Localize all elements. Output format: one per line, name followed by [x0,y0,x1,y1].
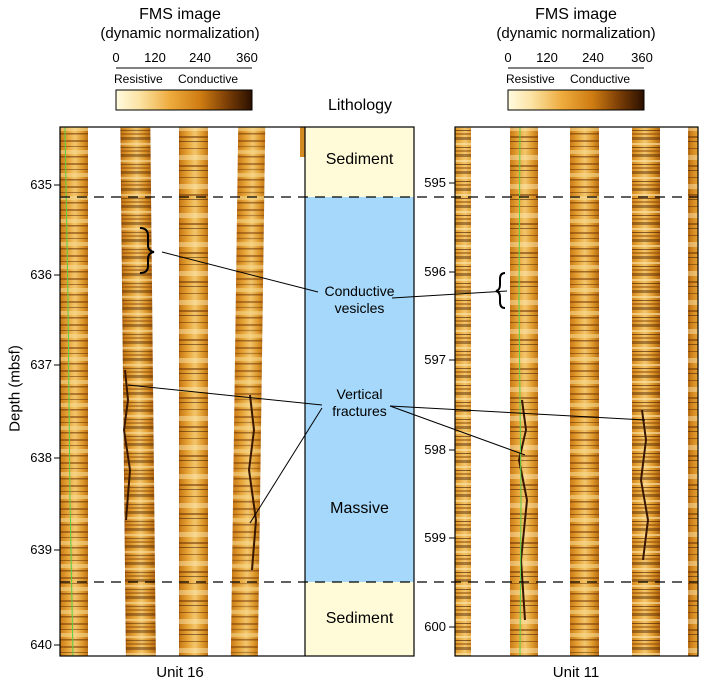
lithology-massive-label: Massive [330,500,389,517]
left-header-subtitle: (dynamic normalization) [100,25,260,42]
right-scale-conductive-label: Conductive [570,72,631,86]
lithology-massive [305,197,414,582]
left-scale-tick-0: 0 [112,50,120,65]
lithology-sediment-bottom [305,582,414,656]
right-panel-frame [454,126,699,657]
left-depth-label: 638 [30,450,52,465]
right-vesicle-bracket [495,272,506,309]
left-depth-label: 639 [30,542,52,557]
right-depth-label: 599 [424,530,446,545]
left-depth-axis [54,184,60,646]
left-depth-label: 635 [30,177,52,192]
left-scale-conductive-label: Conductive [178,72,239,86]
left-scale-resistive-label: Resistive [114,72,163,86]
fms-axis-trace [64,126,74,657]
lithology-sediment-top [305,127,414,197]
left-color-scale [115,89,253,111]
fms-strip [688,127,698,656]
lithology-title: Lithology [327,97,393,114]
fms-strip-edge [300,127,305,157]
right-scale-tick-120: 120 [536,50,558,65]
lithology-sediment-top-label: Sediment [325,151,394,168]
left-scale-tick-120: 120 [144,50,166,65]
vertical-fractures-label-line1: Vertical [336,386,383,402]
left-panel-frame [59,126,415,657]
right-panel-label: Unit 11 [552,664,600,681]
fracture-trace [517,399,529,621]
left-depth-label: 640 [30,637,52,652]
right-scale-resistive-label: Resistive [506,72,555,86]
right-header-subtitle: (dynamic normalization) [496,25,656,42]
left-scale-tick-240: 240 [189,50,211,65]
fracture-trace [247,394,258,571]
right-depth-label: 600 [424,619,446,634]
conductive-vesicles-label-line1: Conductive [324,283,395,299]
left-scale-tick-360: 360 [236,50,258,65]
left-depth-label: 637 [30,357,52,372]
right-depth-label: 597 [424,352,446,367]
right-scale-tick-360: 360 [631,50,653,65]
vertical-fractures-label-line2: fractures [332,403,387,419]
left-fms-panel [60,126,305,657]
right-depth-label: 595 [424,175,446,190]
fms-axis-trace [518,126,522,657]
fracture-trace [122,369,132,521]
fms-strip [510,127,538,656]
leader-lines [127,251,646,524]
y-axis-label: Depth (mbsf) [6,345,24,432]
lithology-column [305,127,414,656]
right-header-title: FMS image [535,6,617,23]
fms-strip [230,127,266,656]
left-header-title: FMS image [139,6,221,23]
fms-strip [632,127,660,656]
right-color-scale [507,89,645,111]
left-depth-label: 636 [30,267,52,282]
right-fms-panel [455,126,698,657]
right-depth-label: 596 [424,264,446,279]
left-panel-label: Unit 16 [156,664,204,681]
fms-strip [120,127,156,656]
fms-strip [570,127,599,656]
right-scale-tick-0: 0 [504,50,512,65]
left-vesicle-bracket [139,227,155,274]
lithology-sediment-bottom-label: Sediment [325,610,394,627]
fms-strip [60,127,88,656]
fms-strip [455,127,471,656]
fracture-trace [639,409,650,561]
conductive-vesicles-label-line2: vesicles [334,300,385,316]
right-depth-label: 598 [424,442,446,457]
right-depth-axis [449,182,455,628]
right-scale-tick-240: 240 [582,50,604,65]
